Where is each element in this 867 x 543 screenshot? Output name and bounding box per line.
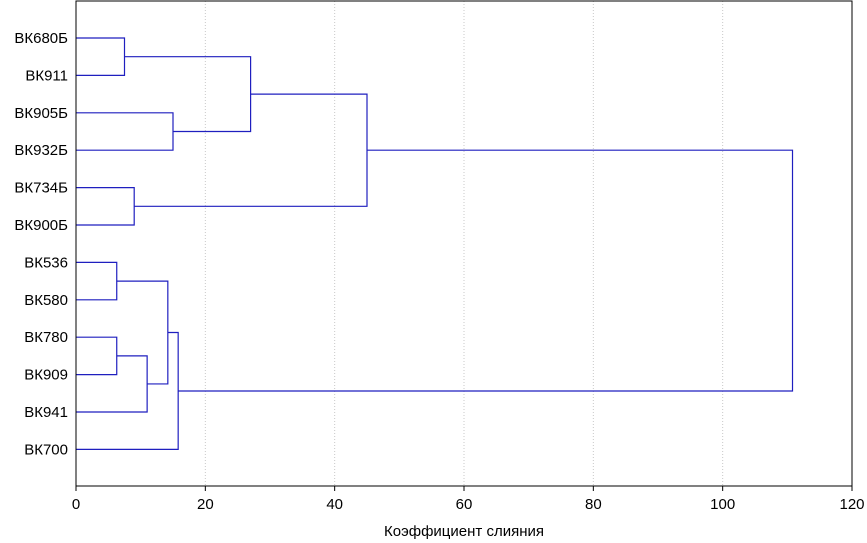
x-axis-ticks: 0 20 40 60 80 100 120 <box>72 486 865 513</box>
merge-link <box>76 331 179 450</box>
merge-link <box>76 37 126 76</box>
x-tick-label: 40 <box>326 496 343 513</box>
merge-link <box>76 187 135 226</box>
leaf-label: ВК700 <box>24 441 68 458</box>
merge-link <box>116 280 169 385</box>
leaf-label: ВК911 <box>25 67 68 84</box>
merge-link <box>76 355 148 413</box>
merge-link <box>76 261 118 301</box>
x-tick-label: 60 <box>456 496 473 513</box>
leaf-label: ВК580 <box>24 292 68 309</box>
x-tick-label: 20 <box>197 496 214 513</box>
merge-link <box>124 56 252 133</box>
x-axis-title: Коэффициент слияния <box>384 523 544 540</box>
grid-lines <box>204 1 724 486</box>
merge-link <box>178 149 794 392</box>
leaf-label: ВК680Б <box>14 30 68 47</box>
x-tick-label: 0 <box>72 496 80 513</box>
leaf-label: ВК536 <box>24 254 68 271</box>
leaf-label: ВК900Б <box>14 217 68 234</box>
leaf-label: ВК780 <box>24 329 68 346</box>
leaf-label: ВК734Б <box>14 180 68 197</box>
merge-link <box>76 336 118 376</box>
x-tick-label: 120 <box>839 496 864 513</box>
x-tick-label: 100 <box>710 496 735 513</box>
leaf-label: ВК932Б <box>14 142 68 159</box>
dendrogram-links <box>76 37 794 450</box>
merge-link <box>76 112 174 151</box>
leaf-labels: ВК680Б ВК911 ВК905Б ВК932Б ВК734Б ВК900Б ВК536… <box>14 30 68 458</box>
x-tick-label: 80 <box>585 496 602 513</box>
leaf-label: ВК905Б <box>14 105 68 122</box>
leaf-label: ВК909 <box>24 367 68 384</box>
leaf-label: ВК941 <box>24 404 68 421</box>
